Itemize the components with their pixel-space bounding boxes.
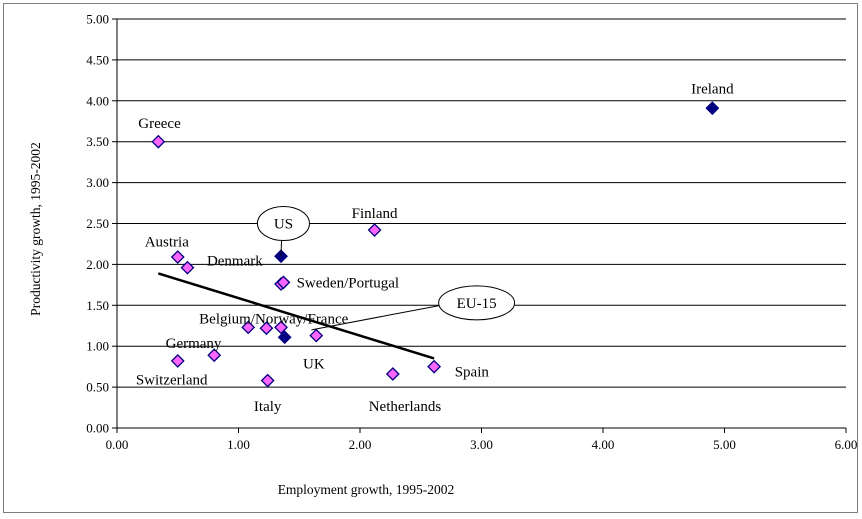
- callout-label: EU-15: [457, 296, 497, 312]
- axes: [112, 18, 847, 433]
- data-point-eu: [385, 367, 400, 381]
- x-tick-label: 5.00: [713, 437, 736, 452]
- y-tick-label: 2.50: [86, 216, 109, 231]
- point-labels: Ireland Greece Finland Austria Denmark Sweden…: [136, 82, 734, 415]
- callout-leader: [311, 305, 440, 331]
- y-tick-label: 3.50: [86, 134, 109, 149]
- point-label: Belgium/Norway/France: [199, 311, 348, 327]
- point-label: UK: [303, 356, 325, 372]
- y-tick-label: 4.00: [86, 93, 109, 108]
- gridlines: [117, 18, 846, 388]
- point-label: Sweden/Portugal: [297, 275, 400, 291]
- data-point-eu: [427, 359, 442, 374]
- point-label: Netherlands: [369, 399, 442, 415]
- data-point-eu: [367, 223, 382, 237]
- point-label: Spain: [455, 365, 490, 381]
- x-tick-labels: 0.00 1.00 2.00 3.00 4.00 5.00 6.00: [106, 437, 858, 452]
- y-tick-label: 4.50: [86, 52, 109, 67]
- y-tick-label: 2.00: [86, 257, 109, 272]
- data-point-eu: [180, 260, 195, 275]
- point-label: Germany: [166, 336, 222, 352]
- x-tick-label: 1.00: [227, 437, 250, 452]
- y-tick-label: 1.50: [86, 298, 109, 313]
- trendline: [157, 272, 435, 360]
- point-label: Austria: [145, 234, 190, 250]
- callouts: US EU-15: [256, 206, 516, 331]
- point-label: Greece: [138, 116, 181, 132]
- callout-ellipse: [438, 285, 516, 321]
- y-tick-label: 0.50: [86, 380, 109, 395]
- data-point-eu: [207, 348, 222, 363]
- data-point-eu: [276, 275, 291, 290]
- chart-frame: 0.00 0.50 1.00 1.50 2.00 2.50 3.00 3.50 4.00 4.50…: [3, 3, 858, 513]
- x-tick-label: 0.00: [106, 437, 129, 452]
- y-tick-label: 0.00: [86, 421, 109, 436]
- point-label: Finland: [352, 206, 398, 222]
- scatter-chart: 0.00 0.50 1.00 1.50 2.00 2.50 3.00 3.50 4.00 4.50…: [28, 12, 858, 498]
- y-tick-labels: 0.00 0.50 1.00 1.50 2.00 2.50 3.00 3.50 4.00 4.50…: [86, 12, 109, 436]
- point-label: Switzerland: [136, 373, 208, 389]
- data-point-eu: [170, 250, 185, 264]
- data-point-eu: [309, 328, 324, 343]
- data-point-eu: [274, 320, 288, 335]
- point-label: Ireland: [691, 82, 734, 98]
- trendline-group: [157, 272, 435, 360]
- data-point-eu: [259, 321, 274, 336]
- x-tick-label: 3.00: [470, 437, 493, 452]
- data-point-eu: [151, 134, 166, 149]
- data-point-eu: [260, 373, 275, 388]
- y-tick-label: 1.00: [86, 339, 109, 354]
- callout-label: US: [274, 217, 293, 233]
- x-axis-label: Employment growth, 1995-2002: [278, 482, 455, 497]
- data-point-other: [705, 101, 720, 116]
- data-points: [151, 101, 720, 388]
- callout-leader: [280, 240, 283, 257]
- point-label: Italy: [254, 399, 282, 415]
- x-tick-label: 4.00: [592, 437, 615, 452]
- data-point-eu: [241, 320, 256, 335]
- data-point-eu: [170, 354, 185, 368]
- y-tick-label: 3.00: [86, 175, 109, 190]
- data-point-other: [277, 330, 292, 345]
- y-axis-label: Productivity growth, 1995-2002: [28, 142, 43, 316]
- x-tick-label: 2.00: [349, 437, 372, 452]
- callout-ellipse: [256, 206, 310, 241]
- point-label: Denmark: [207, 253, 263, 269]
- y-tick-label: 5.00: [86, 12, 109, 27]
- x-tick-label: 6.00: [835, 437, 858, 452]
